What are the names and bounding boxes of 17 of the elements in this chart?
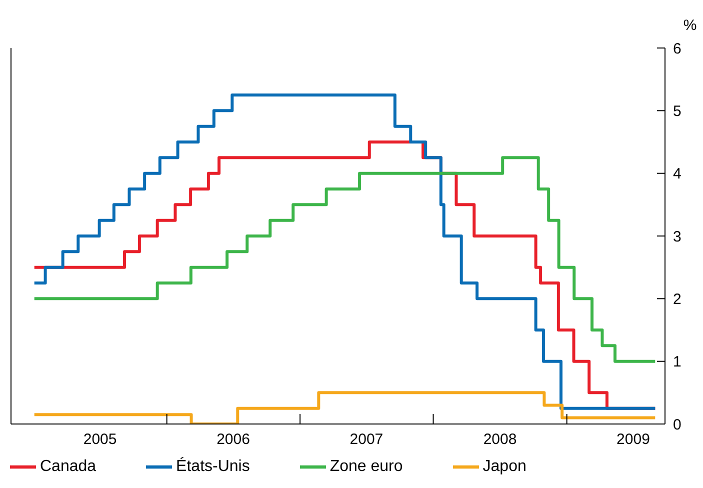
legend-label: Zone euro	[330, 458, 403, 476]
y-tick-label: 5	[673, 102, 682, 120]
legend-label: Canada	[40, 458, 96, 476]
y-tick-label: 0	[673, 416, 682, 434]
x-tick-label: 2007	[350, 431, 384, 448]
x-tick-label: 2008	[483, 431, 517, 448]
legend-label: États-Unis	[176, 458, 250, 476]
x-tick-label: 2006	[216, 431, 250, 448]
y-tick-label: 6	[673, 40, 682, 58]
legend-label: Japon	[482, 458, 526, 476]
y-tick-label: 4	[673, 166, 682, 183]
y-tick-label: 2	[673, 290, 682, 308]
y-tick-label: 1	[673, 354, 682, 371]
y-tick-label: 3	[673, 228, 682, 246]
y-axis-title: %	[683, 17, 697, 34]
x-tick-label: 2005	[83, 431, 117, 448]
x-tick-label: 2009	[616, 431, 650, 448]
